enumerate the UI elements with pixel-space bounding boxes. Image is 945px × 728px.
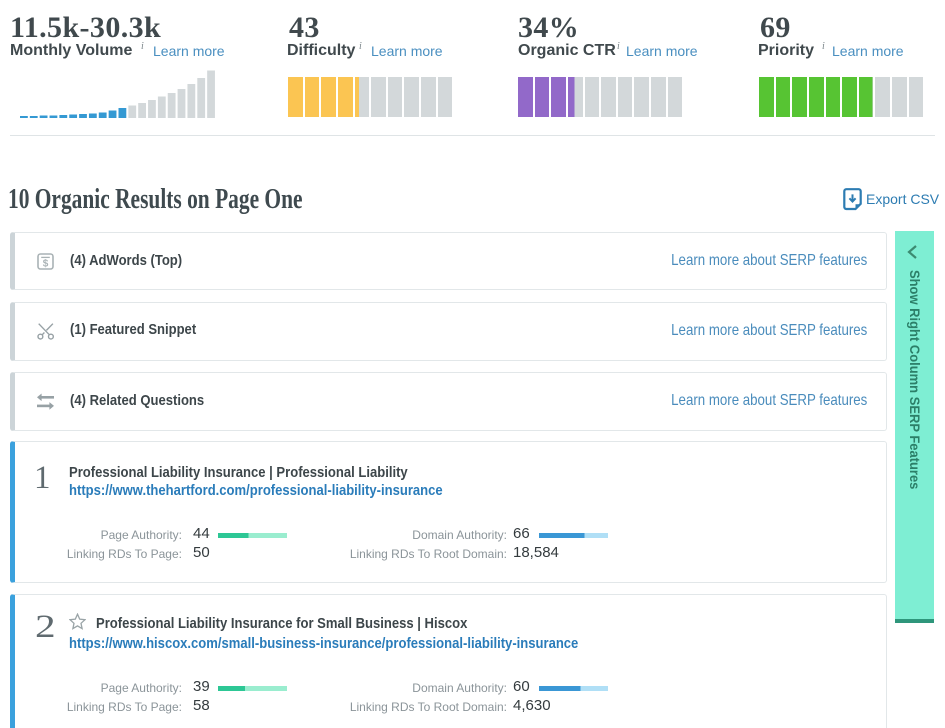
svg-text:$: $ xyxy=(43,259,49,270)
